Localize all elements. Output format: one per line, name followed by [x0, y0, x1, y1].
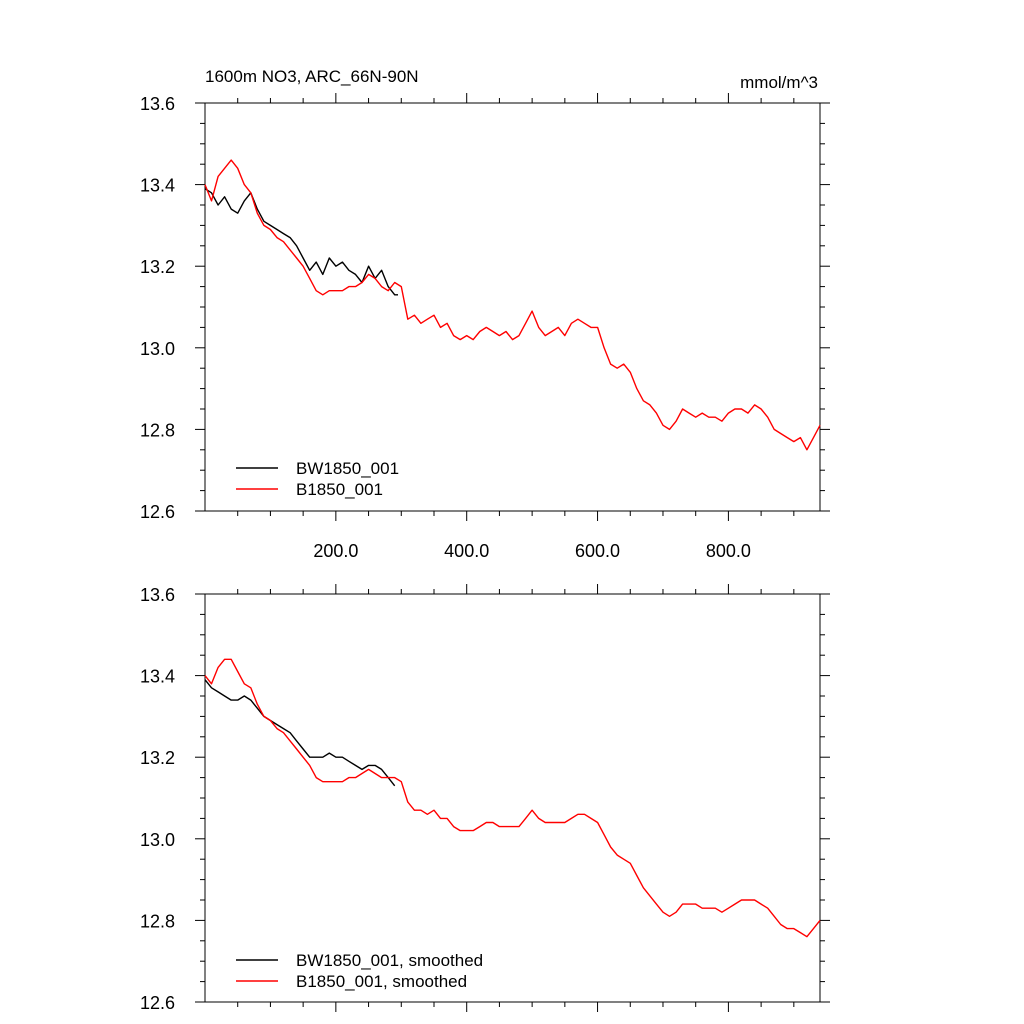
- legend-label: BW1850_001: [296, 459, 399, 478]
- y-tick-label: 13.2: [140, 257, 175, 277]
- legend-label: B1850_001: [296, 480, 383, 499]
- y-tick-label: 12.6: [140, 993, 175, 1013]
- y-tick-label: 12.8: [140, 420, 175, 440]
- y-tick-label: 13.6: [140, 94, 175, 114]
- y-tick-label: 12.6: [140, 502, 175, 522]
- legend-label: B1850_001, smoothed: [296, 972, 467, 991]
- units-label: mmol/m^3: [740, 73, 818, 92]
- x-tick-label: 200.0: [313, 541, 358, 561]
- x-tick-label: 400.0: [444, 541, 489, 561]
- series-line-b1850: [204, 658, 821, 938]
- y-tick-label: 12.8: [140, 911, 175, 931]
- chart-title: 1600m NO3, ARC_66N-90N: [205, 67, 419, 86]
- y-tick-label: 13.2: [140, 748, 175, 768]
- plot-frame: [204, 102, 821, 512]
- plot-frame: [204, 593, 821, 1003]
- x-tick-label: 800.0: [706, 541, 751, 561]
- y-tick-label: 13.0: [140, 339, 175, 359]
- y-tick-label: 13.4: [140, 176, 175, 196]
- panel-top: 1600m NO3, ARC_66N-90N mmol/m^3 200.0 400…: [140, 67, 830, 561]
- legend-label: BW1850_001, smoothed: [296, 951, 483, 970]
- series-line-bw1850: [204, 679, 396, 787]
- panel-bottom: 12.6 12.8 13.0 13.2 13.4 13.6 BW1850_001, smoo…: [140, 584, 830, 1013]
- y-tick-label: 13.4: [140, 667, 175, 687]
- series-line-bw1850: [204, 188, 398, 296]
- series-line-b1850: [204, 159, 821, 451]
- x-tick-label: 600.0: [575, 541, 620, 561]
- y-tick-label: 13.6: [140, 585, 175, 605]
- y-tick-label: 13.0: [140, 830, 175, 850]
